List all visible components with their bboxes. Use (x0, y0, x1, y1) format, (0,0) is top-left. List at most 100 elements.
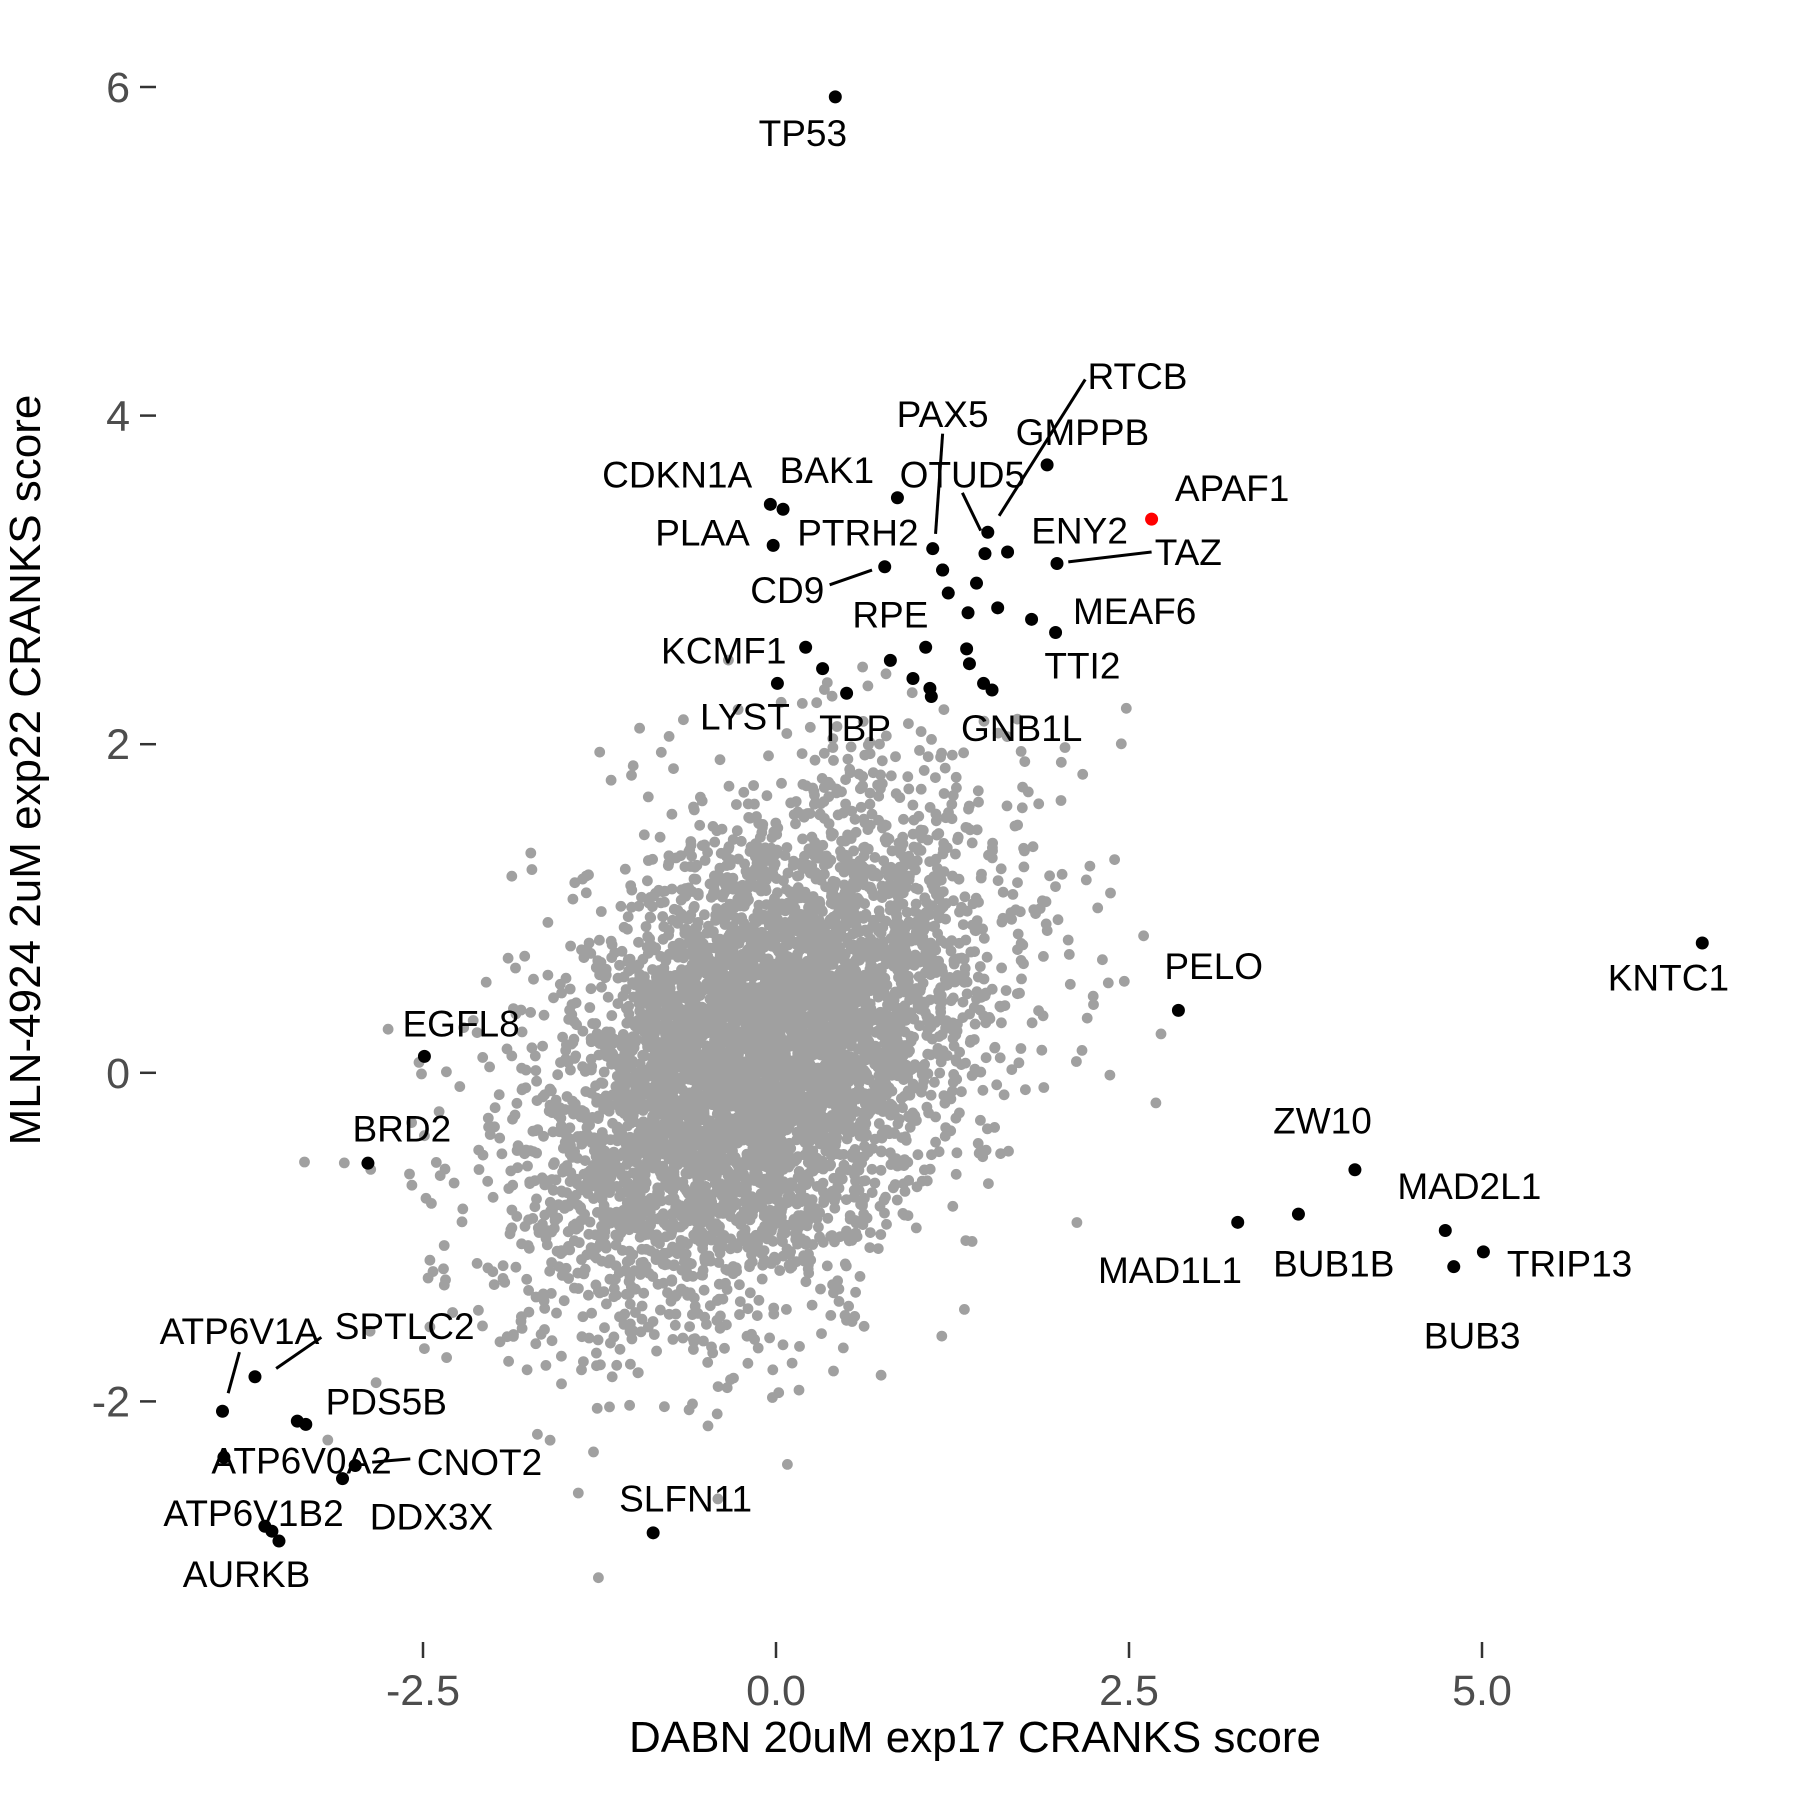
brd2-label: BRD2 (352, 1109, 451, 1150)
sptlc2-leader-line (275, 1336, 323, 1370)
tp53-label: TP53 (759, 113, 847, 154)
tbp-label: TBP (819, 708, 891, 749)
bak1-point (890, 491, 904, 505)
tti2-label: TTI2 (1044, 645, 1120, 686)
eny2-label: ENY2 (1031, 511, 1128, 552)
bub1b-label: BUB1B (1273, 1243, 1394, 1284)
egfl8-point (417, 1049, 431, 1063)
pax5-leader-line (934, 433, 945, 535)
mad1l1-label: MAD1L1 (1098, 1250, 1242, 1291)
pds5b-point (290, 1414, 304, 1428)
meaf6-label: MEAF6 (1073, 591, 1196, 632)
mad2l1-point (1438, 1224, 1452, 1238)
brd2-point (361, 1156, 375, 1170)
rtcb-label: RTCB (1087, 356, 1187, 397)
lyst-label: LYST (700, 696, 790, 737)
pds5b-label: PDS5B (326, 1381, 447, 1422)
tp53-point (828, 90, 842, 104)
gene-point (906, 671, 920, 685)
cnot2-leader-line (372, 1457, 411, 1464)
axes: -2.5 0.0 2.5 5.0 -2 0 2 4 6 (92, 64, 1512, 1715)
cdkn1a-point (763, 497, 777, 511)
eny2-point (1001, 545, 1015, 559)
tti2-point (1025, 612, 1039, 626)
atp6v1a-point (215, 1404, 229, 1418)
mad1l1-point (1231, 1215, 1245, 1229)
leader-lines (226, 378, 1152, 1464)
apaf1-label: APAF1 (1175, 468, 1289, 509)
apaf1-point (1145, 512, 1159, 526)
pax5-label: PAX5 (897, 394, 989, 435)
pelo-label: PELO (1164, 946, 1263, 987)
gmppb-point (1040, 458, 1054, 472)
gene-point (970, 576, 984, 590)
rtcb-point (981, 525, 995, 539)
bub3-label: BUB3 (1424, 1316, 1521, 1357)
trip13-label: TRIP13 (1507, 1243, 1632, 1284)
taz-point (1050, 556, 1064, 570)
slfn11-point (646, 1526, 660, 1540)
y-tick-label: 0 (106, 1050, 130, 1098)
pax5-point (926, 542, 940, 556)
sptlc2-label: SPTLC2 (335, 1306, 475, 1347)
cnot2-label: CNOT2 (417, 1442, 542, 1483)
cnot2-point (348, 1458, 362, 1472)
plaa-point (766, 538, 780, 552)
ddx3x-label: DDX3X (370, 1496, 493, 1537)
otud5-leader-line (961, 492, 983, 532)
ddx3x-point (336, 1472, 350, 1486)
gene-point (776, 502, 790, 516)
x-tick-label: 0.0 (746, 1667, 806, 1715)
rpe-point (919, 640, 933, 654)
y-tick-label: -2 (92, 1378, 130, 1426)
x-tick-label: 2.5 (1099, 1667, 1159, 1715)
cd9-label: CD9 (750, 570, 824, 611)
slfn11-label: SLFN11 (619, 1478, 752, 1519)
background-cloud (299, 654, 1167, 1584)
meaf6-point (1049, 625, 1063, 639)
y-axis-title: MLN-4924 2uM exp22 CRANKS score (1, 395, 50, 1146)
gene-point (962, 657, 976, 671)
gene-point (883, 653, 897, 667)
gene-point (941, 586, 955, 600)
bub1b-point (1291, 1207, 1305, 1221)
sptlc2-point (248, 1370, 262, 1384)
x-tick-label: -2.5 (386, 1667, 460, 1715)
gnb1l-label: GNB1L (961, 708, 1082, 749)
mad2l1-label: MAD2L1 (1397, 1166, 1541, 1207)
taz-label: TAZ (1155, 532, 1222, 573)
atp6v1a-label: ATP6V1A (160, 1311, 320, 1352)
gene-point (816, 662, 830, 676)
gene-point (924, 690, 938, 704)
otud5-label: OTUD5 (900, 455, 1025, 496)
rpe-label: RPE (852, 594, 928, 635)
plaa-label: PLAA (655, 512, 750, 553)
kcmf1-point (799, 640, 813, 654)
aurkb-point (272, 1534, 286, 1548)
bak1-label: BAK1 (780, 450, 875, 491)
rtcb-leader-line (997, 378, 1087, 517)
egfl8-label: EGFL8 (403, 1004, 520, 1045)
cloud-points-path (299, 654, 1167, 1584)
zw10-label: ZW10 (1273, 1100, 1372, 1141)
kntc1-point (1695, 936, 1709, 950)
gmppb-label: GMPPB (1016, 412, 1150, 453)
tbp-point (840, 686, 854, 700)
cd9-leader-line (829, 568, 873, 587)
zw10-point (1348, 1163, 1362, 1177)
lyst-point (770, 676, 784, 690)
kntc1-label: KNTC1 (1608, 958, 1729, 999)
y-tick-label: 4 (106, 393, 130, 441)
gene-points (215, 90, 1709, 1548)
y-tick-label: 6 (106, 64, 130, 112)
atp6v0a2-label: ATP6V0A2 (211, 1441, 391, 1482)
cdkn1a-label: CDKN1A (602, 455, 752, 496)
gene-point (961, 606, 975, 620)
gene-point (991, 601, 1005, 615)
y-tick-label: 2 (106, 721, 130, 769)
atp6v0a2-point (217, 1450, 231, 1464)
otud5-point (978, 547, 992, 561)
